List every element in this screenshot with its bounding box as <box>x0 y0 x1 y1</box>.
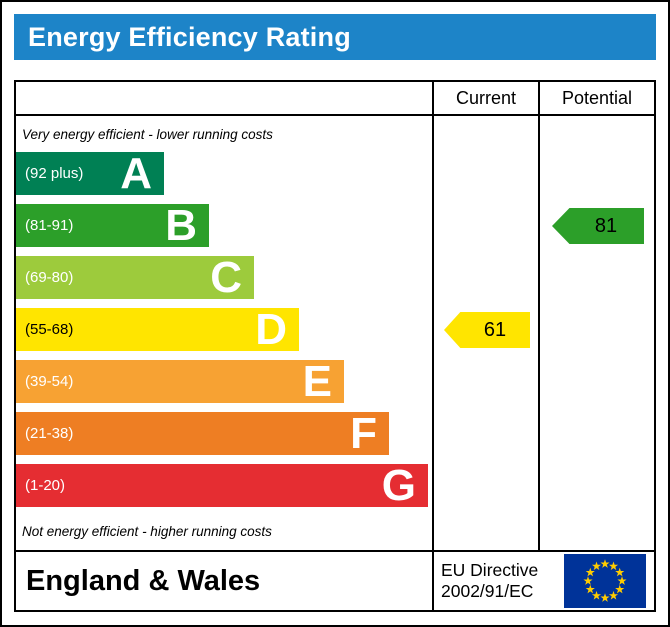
bands-column: Very energy efficient - lower running co… <box>16 116 432 550</box>
eu-flag-star <box>615 567 625 577</box>
potential-rating-arrow: 81 <box>552 208 644 244</box>
band-row-a: (92 plus) A <box>16 149 432 198</box>
eu-flag-star <box>600 593 610 602</box>
rating-table: Current Potential Very energy efficient … <box>14 80 656 612</box>
band-letter-g: G <box>381 461 416 510</box>
band-letter-b: B <box>165 201 197 250</box>
bands-container: (92 plus) A (81-91) B (69-80) C (55-68) D (39-54… <box>16 149 432 510</box>
eu-flag-star <box>591 590 602 600</box>
eu-flag-star <box>615 584 625 594</box>
current-rating-value: 61 <box>483 318 507 341</box>
footer-directive-cell: EU Directive 2002/91/EC <box>432 552 654 610</box>
band-bar-g: (1-20) G <box>16 461 428 510</box>
header-empty-cell <box>16 82 432 114</box>
column-header-potential: Potential <box>538 82 654 114</box>
band-bar-b: (81-91) B <box>16 201 209 250</box>
band-bar-c: (69-80) C <box>16 253 254 302</box>
band-row-g: (1-20) G <box>16 461 432 510</box>
table-header-row: Current Potential <box>16 82 654 116</box>
eu-flag-star <box>591 561 602 571</box>
band-range-label-f: (21-38) <box>25 425 74 442</box>
eu-flag-star <box>585 584 595 594</box>
band-range-label-e: (39-54) <box>25 373 74 390</box>
potential-rating-value: 81 <box>594 214 618 237</box>
band-letter-a: A <box>120 149 152 198</box>
band-row-c: (69-80) C <box>16 253 432 302</box>
potential-column <box>538 116 654 550</box>
band-letter-d: D <box>255 305 287 354</box>
note-top: Very energy efficient - lower running co… <box>22 126 273 142</box>
eu-flag-star <box>585 567 595 577</box>
band-bar-d: (55-68) D <box>16 305 299 354</box>
column-header-current: Current <box>432 82 538 114</box>
eu-directive-text: EU Directive 2002/91/EC <box>441 560 538 601</box>
band-row-f: (21-38) F <box>16 409 432 458</box>
eu-flag-star <box>583 576 593 585</box>
band-row-e: (39-54) E <box>16 357 432 406</box>
chart-title-bar: Energy Efficiency Rating <box>14 14 656 60</box>
band-range-label-c: (69-80) <box>25 269 74 286</box>
footer-region: England & Wales <box>26 564 261 597</box>
band-letter-c: C <box>210 253 242 302</box>
eu-flag-star <box>608 561 619 571</box>
band-range-label-d: (55-68) <box>25 321 74 338</box>
eu-flag-star <box>608 590 619 600</box>
band-letter-e: E <box>302 357 332 406</box>
eu-flag-icon <box>564 554 646 608</box>
band-row-b: (81-91) B <box>16 201 432 250</box>
eu-flag-star <box>617 576 627 585</box>
band-range-label-b: (81-91) <box>25 217 74 234</box>
current-rating-arrow: 61 <box>444 312 530 348</box>
table-footer: England & Wales EU Directive 2002/91/EC <box>16 550 654 610</box>
eu-directive-line2: 2002/91/EC <box>441 581 534 601</box>
eu-flag-star <box>600 559 610 568</box>
band-bar-f: (21-38) F <box>16 409 389 458</box>
band-row-d: (55-68) D <box>16 305 432 354</box>
chart-title: Energy Efficiency Rating <box>28 21 351 52</box>
eu-directive-line1: EU Directive <box>441 560 539 581</box>
band-bar-a: (92 plus) A <box>16 149 164 198</box>
band-range-label-g: (1-20) <box>25 477 66 494</box>
band-bar-e: (39-54) E <box>16 357 344 406</box>
note-bottom: Not energy efficient - higher running co… <box>22 523 272 539</box>
band-range-label-a: (92 plus) <box>25 165 84 182</box>
table-body: Very energy efficient - lower running co… <box>16 116 654 550</box>
current-column <box>432 116 538 550</box>
band-letter-f: F <box>350 409 377 458</box>
